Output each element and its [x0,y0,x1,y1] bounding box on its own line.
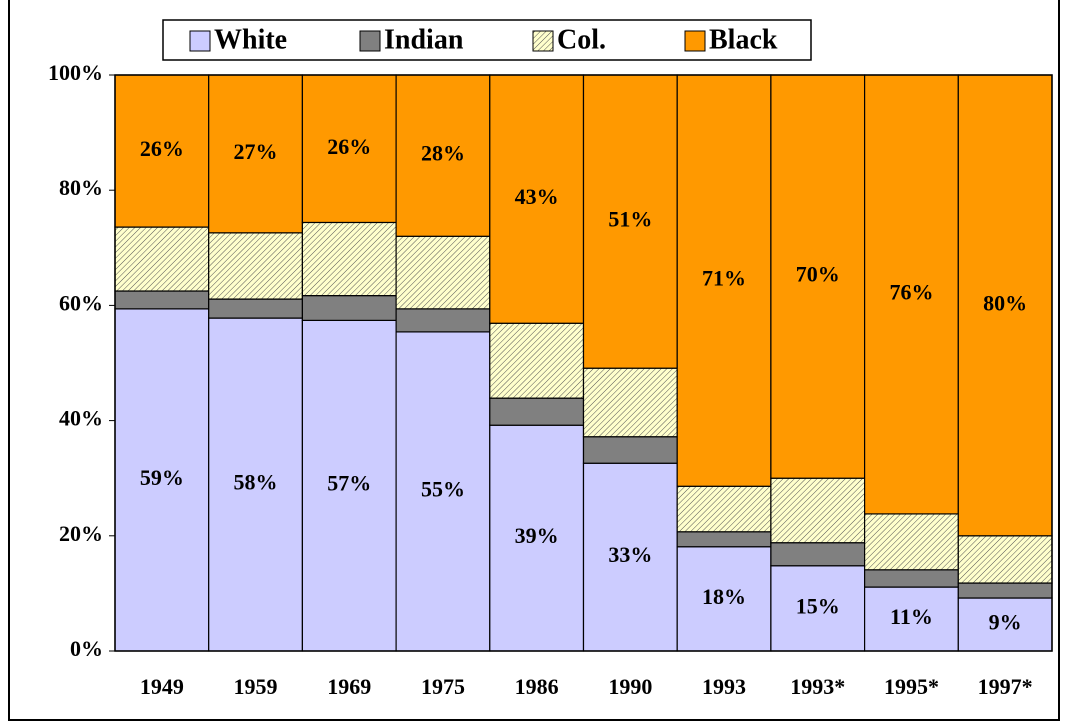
bar-segment [395,331,491,652]
data-label: 18% [702,584,746,609]
data-label: 11% [890,604,933,629]
legend-label: Indian [384,24,464,55]
legend-label: Col. [557,24,606,55]
legend-swatch [532,30,554,52]
bar-segment [957,74,1053,537]
data-label: 76% [889,280,933,305]
x-tick-label: 1959 [234,674,278,699]
bar-segment [770,74,866,479]
bar-segment [582,74,678,369]
data-label: 26% [140,136,184,161]
data-label: 58% [234,470,278,495]
plot-border [114,74,1053,652]
bar-segment [863,513,959,571]
bar-segment [395,74,491,237]
data-label: 55% [421,476,465,501]
bar-segment [208,298,303,319]
data-label: 26% [327,134,371,159]
bar-segment [582,462,678,652]
data-label: 9% [989,610,1022,635]
bar-segment [676,531,772,548]
x-tick-label: 1993* [790,674,845,699]
x-tick-label: 1949 [140,674,184,699]
bar-segment [301,295,397,321]
x-tick-label: 1969 [327,674,371,699]
x-tick-label: 1986 [515,674,559,699]
bar-segment [957,582,1053,599]
data-label: 59% [140,465,184,490]
x-tick-label: 1997* [978,674,1033,699]
bar-segment [114,290,210,310]
bar-segment [582,436,678,464]
legend-swatch [359,30,381,52]
data-label: 80% [983,290,1027,315]
legend-label: White [214,24,287,55]
y-tick-label: 100% [48,60,103,85]
bar-segment [395,235,491,310]
x-tick-label: 1990 [608,674,652,699]
legend-label: Black [709,24,778,55]
data-label: 70% [796,262,840,287]
y-tick-label: 60% [59,290,103,315]
bar-segment [863,569,959,588]
bar-segment [489,424,585,652]
bar-segment [208,232,303,300]
bar-segment [489,322,585,399]
data-label: 15% [796,593,840,618]
bar-segment [582,367,678,438]
bar-segment [208,74,303,234]
bar-segment [301,319,397,652]
bar-segment [676,546,772,652]
x-tick-label: 1995* [884,674,939,699]
bar-segment [301,74,397,224]
data-label: 28% [421,141,465,166]
bar-segment [676,485,772,533]
y-tick-label: 0% [70,636,103,661]
legend-swatch [684,30,706,52]
bar-segment [770,542,866,567]
legend-swatch [189,30,211,52]
bar-segment [489,74,585,324]
bar-segment [301,221,397,297]
data-label: 71% [702,266,746,291]
bar-segment [395,308,491,333]
bar-segment [770,477,866,544]
x-tick-label: 1975 [421,674,465,699]
data-label: 51% [608,207,652,232]
data-label: 39% [515,523,559,548]
bar-segment [957,535,1053,584]
data-label: 57% [327,471,371,496]
data-label: 33% [608,542,652,567]
bar-segment [489,397,585,426]
y-tick-label: 80% [59,175,103,200]
data-label: 43% [515,184,559,209]
y-tick-label: 20% [59,521,103,546]
x-tick-label: 1993 [702,674,746,699]
bar-segment [114,226,210,292]
data-label: 27% [234,139,278,164]
y-tick-label: 40% [59,406,103,431]
